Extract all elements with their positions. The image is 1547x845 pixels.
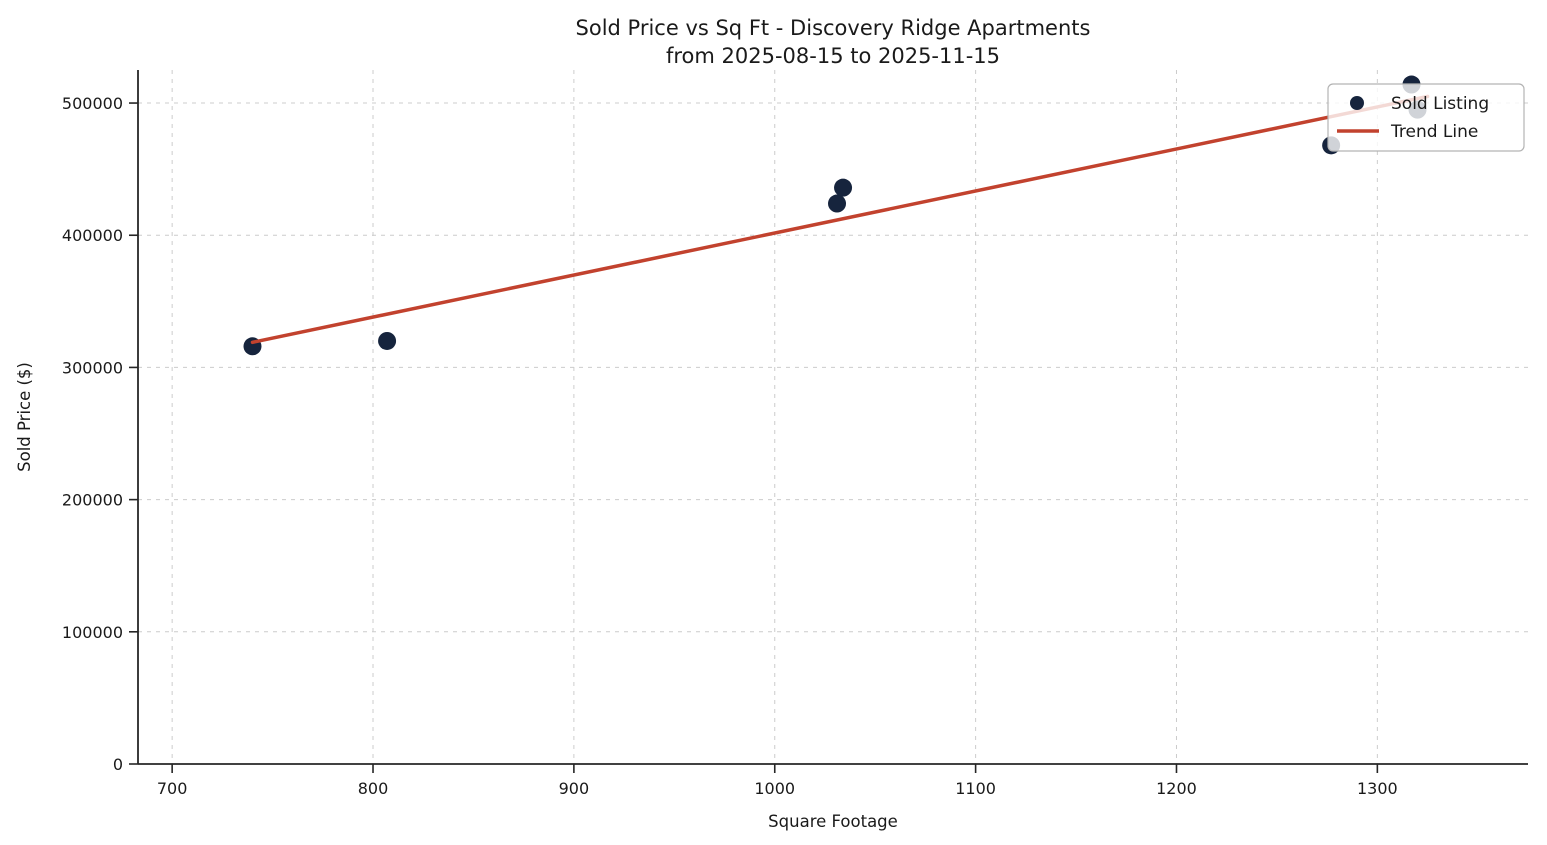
plot-layer bbox=[243, 75, 1430, 356]
x-tick-label: 900 bbox=[559, 779, 590, 798]
x-tick-label: 1000 bbox=[754, 779, 795, 798]
chart-subtitle: from 2025-08-15 to 2025-11-15 bbox=[666, 44, 1000, 68]
scatter-point bbox=[834, 178, 853, 197]
legend-label-trend-line: Trend Line bbox=[1390, 122, 1478, 142]
x-axis-label: Square Footage bbox=[768, 812, 898, 831]
y-tick-label: 100000 bbox=[62, 623, 123, 642]
y-tick-label: 500000 bbox=[62, 94, 123, 113]
chart-title: Sold Price vs Sq Ft - Discovery Ridge Ap… bbox=[576, 16, 1091, 40]
grid-layer bbox=[138, 70, 1528, 765]
x-tick-label: 1100 bbox=[955, 779, 996, 798]
scatter-point bbox=[828, 194, 847, 213]
y-tick-label: 0 bbox=[113, 755, 123, 774]
legend-marker-sold-listing bbox=[1350, 96, 1364, 110]
x-tick-label: 1300 bbox=[1357, 779, 1398, 798]
axes-layer: 700 800 900 1000 1100 1200 1300 0 100000 200000 30… bbox=[62, 70, 1528, 798]
x-tick-label: 1200 bbox=[1156, 779, 1197, 798]
text-layer: Sold Price vs Sq Ft - Discovery Ridge Ap… bbox=[15, 16, 1090, 831]
x-tick-label: 700 bbox=[157, 779, 188, 798]
y-tick-label: 400000 bbox=[62, 226, 123, 245]
y-tick-label: 300000 bbox=[62, 358, 123, 377]
x-tick-label: 800 bbox=[358, 779, 389, 798]
y-tick-label: 200000 bbox=[62, 491, 123, 510]
y-axis-label: Sold Price ($) bbox=[15, 362, 34, 472]
legend-label-sold-listing: Sold Listing bbox=[1391, 94, 1489, 114]
legend-box bbox=[1327, 83, 1525, 152]
trend-line bbox=[250, 94, 1430, 345]
legend: Sold Listing Trend Line bbox=[1327, 83, 1525, 152]
scatter-point bbox=[378, 331, 397, 350]
